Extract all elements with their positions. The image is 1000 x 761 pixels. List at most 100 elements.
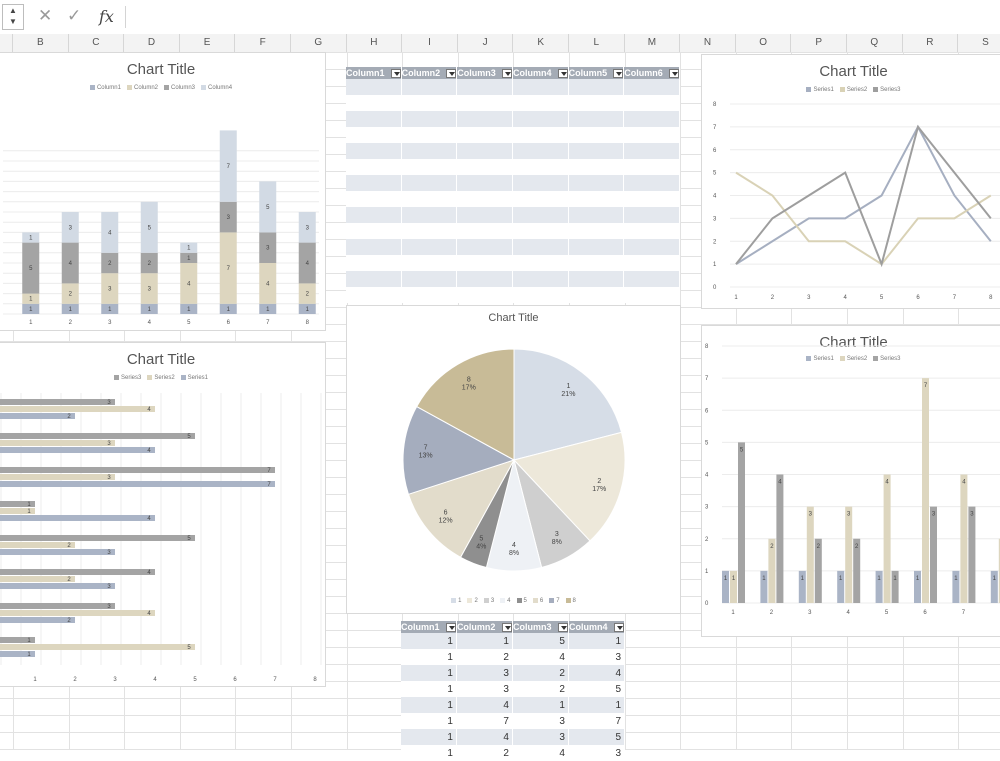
table-cell[interactable]: [456, 239, 513, 255]
table-cell[interactable]: [346, 175, 402, 191]
table-cell[interactable]: [456, 127, 513, 143]
column-header[interactable]: B: [13, 34, 69, 52]
table-cell[interactable]: 5: [568, 729, 626, 745]
table-cell[interactable]: [568, 207, 625, 223]
table-cell[interactable]: [623, 287, 680, 303]
table-cell[interactable]: 1: [568, 697, 626, 713]
table-header-cell[interactable]: Column5: [568, 67, 625, 79]
column-header[interactable]: E: [180, 34, 236, 52]
table-cell[interactable]: 2: [512, 681, 569, 697]
table-cell[interactable]: [456, 159, 513, 175]
table-cell[interactable]: [401, 191, 458, 207]
table-cell[interactable]: 3: [568, 745, 626, 761]
column-header[interactable]: F: [235, 34, 291, 52]
table-header-cell[interactable]: Column2: [456, 621, 513, 633]
table-cell[interactable]: [623, 159, 680, 175]
table-header-cell[interactable]: Column2: [401, 67, 458, 79]
table-cell[interactable]: [401, 287, 458, 303]
filter-dropdown-icon[interactable]: [557, 623, 568, 632]
table-cell[interactable]: [512, 223, 569, 239]
table-cell[interactable]: [401, 143, 458, 159]
table-cell[interactable]: [512, 255, 569, 271]
table-cell[interactable]: [401, 255, 458, 271]
table-cell[interactable]: 3: [568, 649, 626, 665]
table-cell[interactable]: 2: [456, 745, 513, 761]
insert-function-icon[interactable]: fx: [99, 7, 114, 26]
table-cell[interactable]: 1: [568, 633, 626, 649]
table-cell[interactable]: [623, 79, 680, 95]
table-cell[interactable]: 3: [512, 729, 569, 745]
table-cell[interactable]: [401, 79, 458, 95]
table-cell[interactable]: [568, 79, 625, 95]
table-cell[interactable]: [401, 239, 458, 255]
table-cell[interactable]: [346, 223, 402, 239]
table-cell[interactable]: [456, 287, 513, 303]
table-cell[interactable]: 1: [401, 729, 457, 745]
column-header[interactable]: K: [513, 34, 569, 52]
table-cell[interactable]: [346, 95, 402, 111]
column-header[interactable]: [0, 34, 13, 52]
table-cell[interactable]: [623, 223, 680, 239]
table-cell[interactable]: [568, 95, 625, 111]
table-cell[interactable]: [568, 271, 625, 287]
table-cell[interactable]: [456, 207, 513, 223]
table-cell[interactable]: 5: [568, 681, 626, 697]
table-header-cell[interactable]: Column3: [456, 67, 513, 79]
table-cell[interactable]: [401, 127, 458, 143]
table-cell[interactable]: [401, 175, 458, 191]
column-header[interactable]: C: [69, 34, 125, 52]
column-header[interactable]: Q: [847, 34, 903, 52]
table-cell[interactable]: 1: [401, 665, 457, 681]
table-header-cell[interactable]: Column1: [401, 621, 457, 633]
table-cell[interactable]: 1: [401, 681, 457, 697]
formula-input[interactable]: [125, 6, 996, 28]
table-cell[interactable]: 2: [456, 649, 513, 665]
filter-dropdown-icon[interactable]: [613, 69, 624, 78]
table-cell[interactable]: [512, 271, 569, 287]
table-cell[interactable]: [568, 143, 625, 159]
column-header[interactable]: S: [958, 34, 1000, 52]
table-cell[interactable]: [512, 79, 569, 95]
table-cell[interactable]: [512, 127, 569, 143]
column-header[interactable]: J: [458, 34, 514, 52]
table-cell[interactable]: 3: [456, 665, 513, 681]
cancel-icon[interactable]: ✕: [38, 6, 53, 25]
table-cell[interactable]: [456, 271, 513, 287]
table-cell[interactable]: [568, 127, 625, 143]
filter-dropdown-icon[interactable]: [390, 69, 401, 78]
filter-dropdown-icon[interactable]: [669, 69, 679, 78]
table-cell[interactable]: [346, 255, 402, 271]
table-cell[interactable]: [456, 175, 513, 191]
table-cell[interactable]: [346, 79, 402, 95]
table-cell[interactable]: [512, 207, 569, 223]
table-cell[interactable]: [401, 111, 458, 127]
table-cell[interactable]: [456, 95, 513, 111]
table-cell[interactable]: [512, 287, 569, 303]
table-cell[interactable]: [456, 143, 513, 159]
name-box-spinner[interactable]: ▲ ▼: [2, 4, 24, 30]
table-cell[interactable]: [346, 207, 402, 223]
table-cell[interactable]: [568, 111, 625, 127]
spin-up-icon[interactable]: ▲: [9, 6, 17, 15]
table-cell[interactable]: [512, 111, 569, 127]
table-header-cell[interactable]: Column3: [512, 621, 569, 633]
table-cell[interactable]: 3: [512, 713, 569, 729]
filter-dropdown-icon[interactable]: [445, 623, 456, 632]
table-cell[interactable]: 3: [456, 681, 513, 697]
enter-icon[interactable]: ✓: [67, 6, 82, 25]
table-cell[interactable]: 4: [512, 745, 569, 761]
table-cell[interactable]: [512, 159, 569, 175]
table-cell[interactable]: 7: [568, 713, 626, 729]
column-header[interactable]: L: [569, 34, 625, 52]
table-cell[interactable]: [401, 159, 458, 175]
table-cell[interactable]: [623, 255, 680, 271]
table-cell[interactable]: 1: [401, 649, 457, 665]
filter-dropdown-icon[interactable]: [557, 69, 568, 78]
table-cell[interactable]: [346, 191, 402, 207]
chart-pie[interactable]: Chart Title 1 21% 2 17% 3 8% 4 8% 5 4% 6 12% 7 13% 8 17…: [346, 305, 681, 614]
table-cell[interactable]: [456, 255, 513, 271]
table-cell[interactable]: [568, 287, 625, 303]
table-cell[interactable]: [456, 111, 513, 127]
table-cell[interactable]: 4: [456, 729, 513, 745]
data-table-top[interactable]: Column1 Column2 Column3 Column4 Column5 Colum…: [346, 67, 680, 303]
